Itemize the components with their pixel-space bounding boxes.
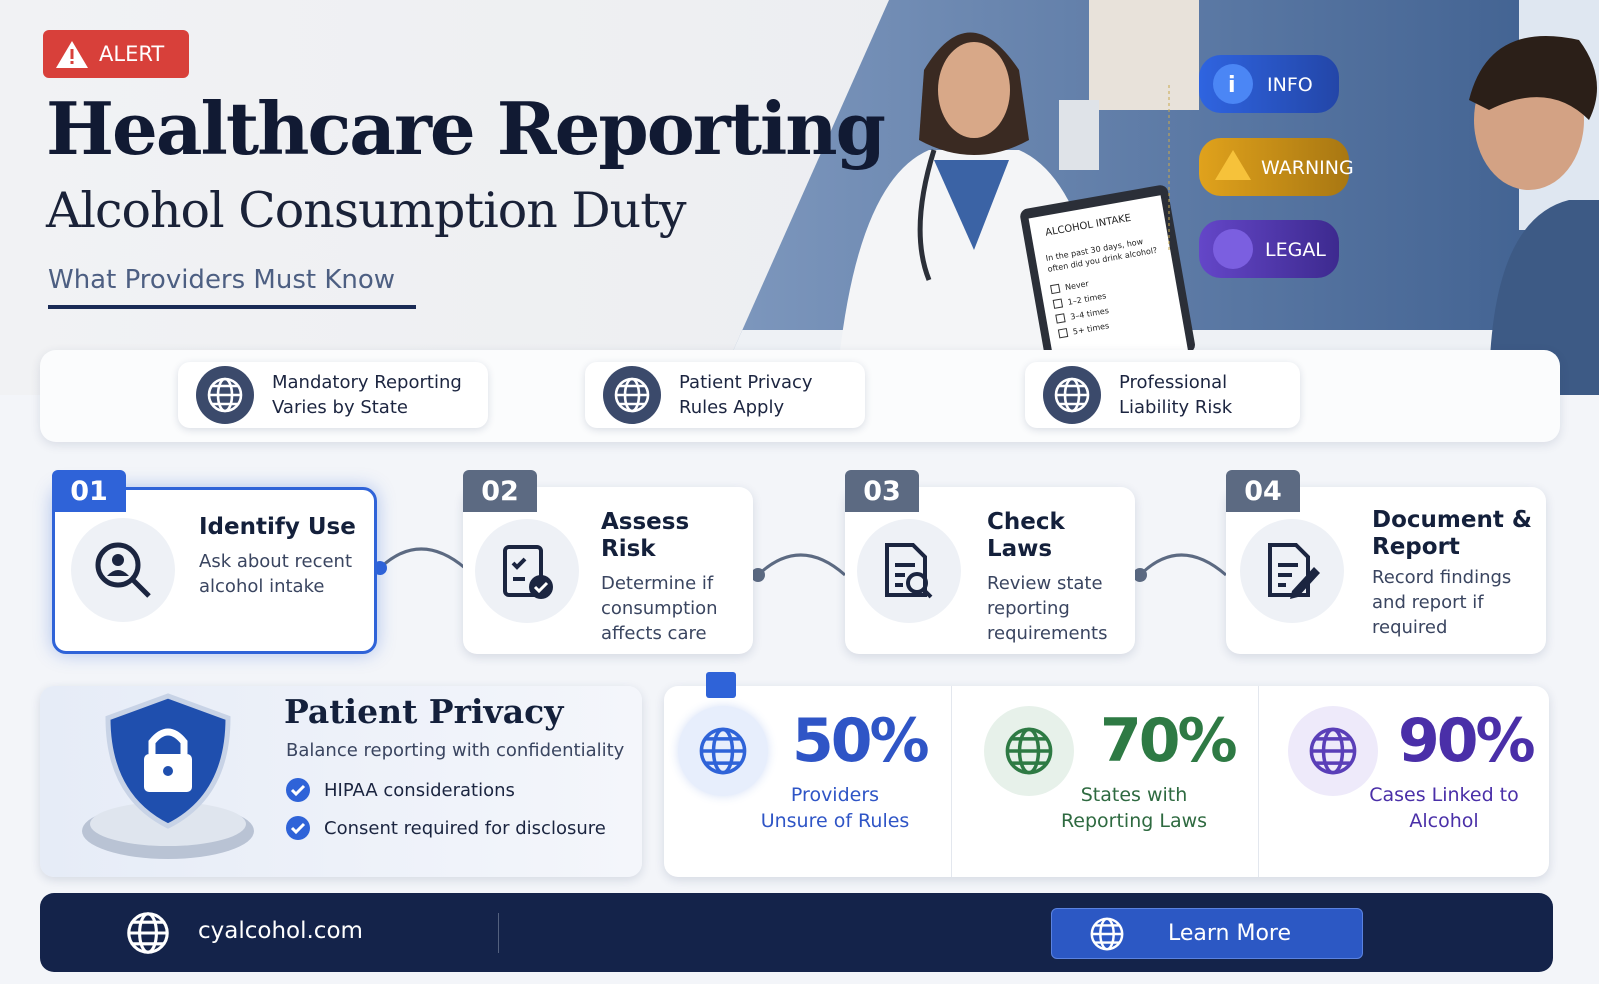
globe-icon [124, 909, 172, 957]
page-subtitle: Alcohol Consumption Duty [46, 182, 687, 239]
highlight: Professional Liability Risk [1025, 362, 1300, 428]
globe-icon [696, 724, 750, 778]
form-option: Never [1064, 279, 1090, 292]
step-number: 03 [845, 470, 919, 512]
svg-text:i: i [1228, 73, 1236, 98]
highlight: Mandatory Reporting Varies by State [178, 362, 488, 428]
tagline: What Providers Must Know [48, 265, 416, 309]
search-person-icon [95, 542, 151, 598]
highlight-text: Mandatory Reporting Varies by State [272, 372, 462, 418]
badge-label: INFO [1267, 74, 1313, 96]
stat-label: States with Reporting Laws [1060, 784, 1208, 832]
alert-icon [56, 41, 88, 68]
alert-badge: ALERT [43, 30, 189, 78]
button-label[interactable]: Learn More [1168, 921, 1292, 946]
step-title: Identify Use [199, 514, 356, 540]
privacy-text: Balance reporting with confidentiality [286, 740, 625, 761]
step-number: 02 [463, 470, 537, 512]
document-search-icon [885, 543, 933, 599]
clipboard-icon [503, 545, 553, 599]
learn-more-button[interactable]: Learn More [1051, 908, 1363, 959]
page-title: Healthcare Reporting [46, 86, 886, 171]
stat-label: Cases Linked to Alcohol [1369, 784, 1519, 832]
globe-icon [1002, 724, 1056, 778]
globe-icon [1088, 915, 1126, 953]
badge-label: WARNING [1261, 157, 1354, 179]
badge-label: LEGAL [1265, 239, 1326, 261]
photo-illustration: ALCOHOL INTAKE In the past 30 days, how … [729, 0, 1599, 395]
step-title: Assess Risk [601, 509, 690, 562]
shield-lock-illustration [82, 693, 254, 859]
document-edit-icon [1268, 543, 1320, 599]
divider [1258, 686, 1259, 877]
stat-value: 70% [1100, 706, 1238, 776]
step-card: Assess Risk Determine if consumption affe… [463, 487, 753, 654]
privacy-title: Patient Privacy [284, 692, 564, 731]
step-text: Determine if consumption affects care [601, 573, 718, 644]
highlight: Patient Privacy Rules Apply [585, 362, 865, 428]
privacy-item-text: HIPAA considerations [324, 779, 515, 801]
step-title: Check Laws [987, 509, 1065, 562]
globe-icon [1306, 724, 1360, 778]
clipboard: ALCOHOL INTAKE In the past 30 days, how … [1020, 185, 1195, 377]
site-link[interactable]: cyalcohol.com [198, 918, 363, 944]
step-card: Check Laws Review state reporting require… [845, 487, 1135, 654]
stat-value: 90% [1398, 706, 1536, 776]
privacy-item-text: Consent required for disclosure [324, 817, 606, 839]
globe-icon [1052, 375, 1092, 415]
stat-value: 50% [792, 706, 930, 776]
stat-label: Providers Unsure of Rules [760, 784, 910, 832]
privacy-card: Patient Privacy Balance reporting with c… [40, 686, 642, 877]
check-icon [286, 816, 310, 840]
alert-label: ALERT [99, 42, 165, 66]
step-number: 04 [1226, 470, 1300, 512]
globe-icon [205, 375, 245, 415]
highlight-text: Professional Liability Risk [1119, 372, 1233, 418]
globe-icon [612, 375, 652, 415]
divider [498, 913, 499, 953]
step-card: Document & Report Record findings and rep… [1226, 487, 1546, 654]
step-text: Record findings and report if required [1372, 567, 1512, 638]
highlight-text: Patient Privacy Rules Apply [679, 372, 813, 418]
ribbon [706, 672, 736, 698]
check-icon [286, 778, 310, 802]
stats-card: 50% Providers Unsure of Rules 70% States… [664, 672, 1549, 877]
step-number: 01 [52, 470, 126, 512]
step-card: Identify Use Ask about recent alcohol int… [52, 487, 377, 654]
privacy-item: HIPAA considerations [286, 778, 515, 802]
privacy-item: Consent required for disclosure [286, 816, 606, 840]
step-title: Document & Report [1372, 507, 1532, 560]
step-text: Ask about recent alcohol intake [199, 551, 353, 597]
legal-badge: LEGAL [1199, 220, 1339, 278]
warning-badge: WARNING [1199, 138, 1354, 196]
divider [951, 686, 952, 877]
info-badge: i INFO [1199, 55, 1339, 113]
step-text: Review state reporting requirements [987, 573, 1108, 644]
